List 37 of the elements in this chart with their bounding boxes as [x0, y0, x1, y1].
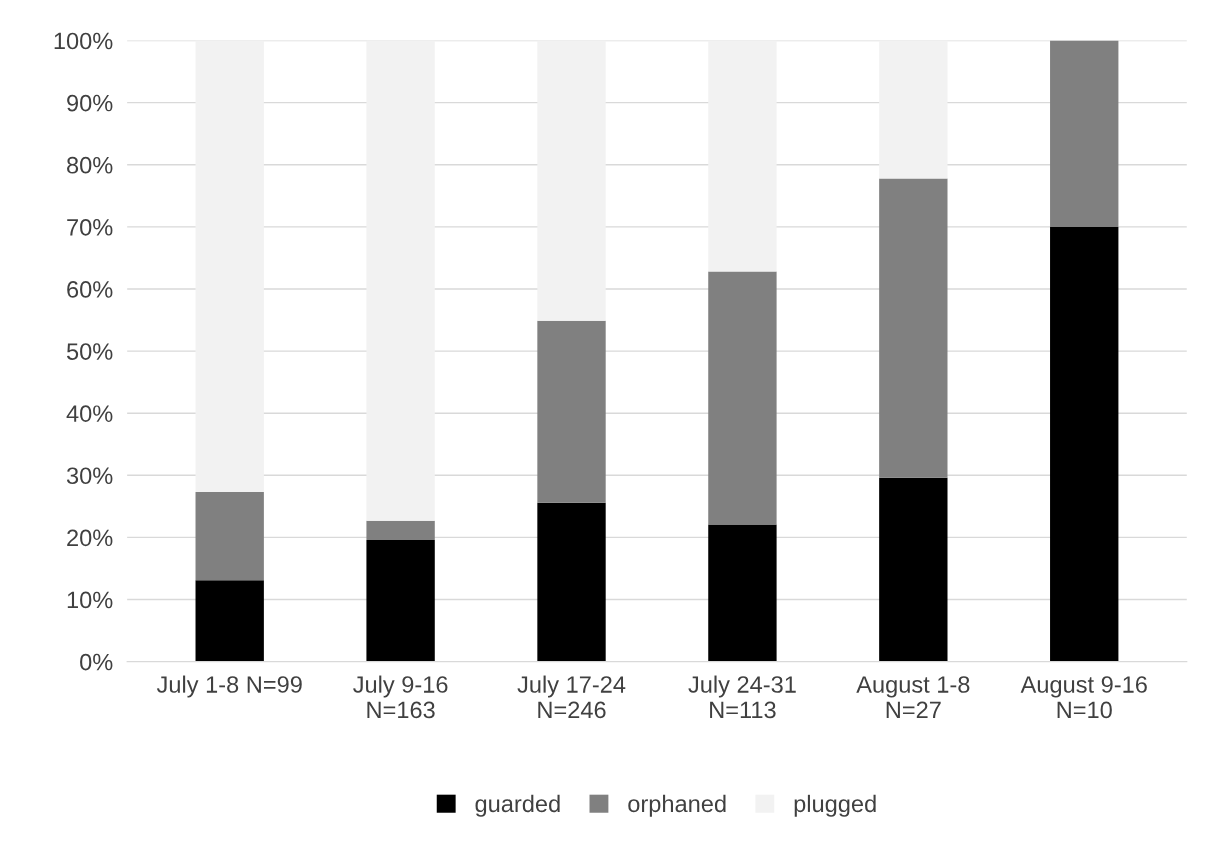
bar: [366, 40, 435, 521]
bar: [537, 502, 606, 662]
y-tick-label: 60%: [67, 281, 113, 298]
y-tick-label: 20%: [67, 529, 113, 547]
bar: [1050, 226, 1119, 662]
legend-label: guarded: [475, 794, 560, 817]
bar: [879, 477, 948, 662]
x-tick-label: July 17-24 N=246: [517, 675, 626, 719]
x-tick-label: July 1-8 N=99: [156, 675, 302, 698]
y-tick-label: 90%: [67, 94, 113, 112]
y-tick-label: 100%: [54, 32, 113, 50]
legend-label: plugged: [794, 794, 876, 817]
y-tick-label: 80%: [67, 156, 113, 174]
bar: [708, 40, 777, 272]
bar: [366, 520, 435, 540]
legend-label: orphaned: [628, 794, 726, 817]
bar: [708, 271, 777, 525]
bar: [195, 40, 264, 493]
bar: [195, 492, 264, 581]
y-tick-label: 50%: [66, 343, 113, 360]
y-tick-label: 40%: [66, 405, 113, 422]
y-tick-label: 70%: [67, 218, 113, 236]
y-tick-label: 10%: [67, 591, 113, 609]
bar: [879, 178, 948, 478]
bar: [1050, 40, 1119, 227]
x-tick-label: August 1-8 N=27: [856, 676, 970, 719]
x-tick-label: July 24-31 N=113: [688, 675, 796, 719]
y-tick-label: 0%: [80, 653, 113, 671]
bar: [366, 539, 435, 662]
bar: [708, 524, 777, 662]
x-tick-label: July 9-16 N=163: [353, 675, 448, 719]
y-tick-label: 30%: [66, 467, 113, 485]
x-tick-label: August 9-16 N=10: [1020, 676, 1147, 719]
bar: [195, 580, 264, 662]
bar: [879, 40, 948, 179]
bar: [537, 320, 606, 503]
bar: [537, 40, 606, 321]
